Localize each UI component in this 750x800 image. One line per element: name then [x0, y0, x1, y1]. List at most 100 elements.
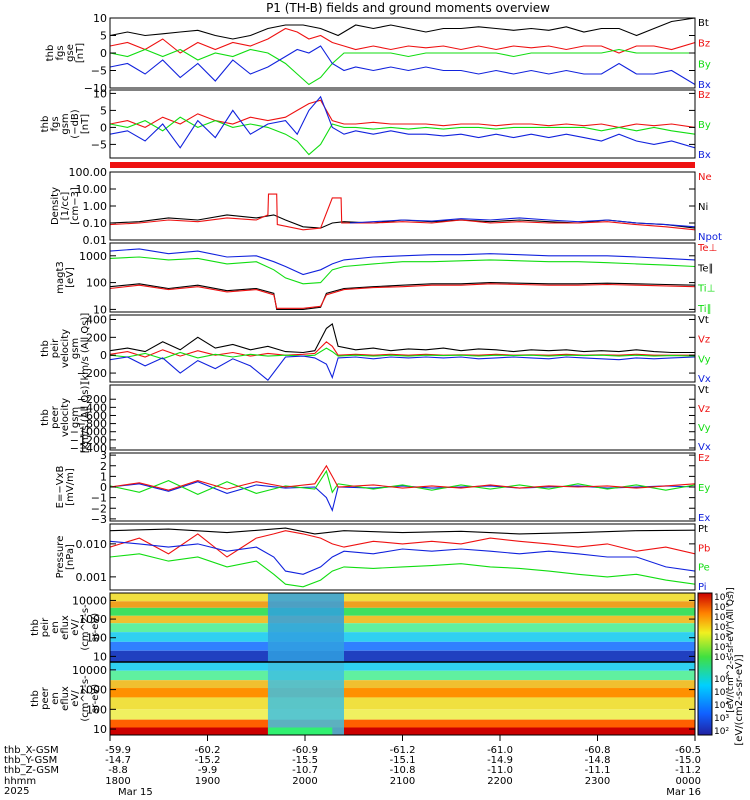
- pressure-axis-box: [109, 523, 696, 591]
- velocity-ytick-label: −200: [77, 367, 107, 380]
- colorbar-tick-bottom: 10³: [714, 714, 729, 724]
- temp-series-green: [110, 256, 695, 285]
- electron_flux-ytick-label: 10: [93, 723, 107, 736]
- fgm-series-blue: [110, 95, 695, 149]
- fgs-ylabel: thb: [45, 45, 56, 62]
- xtick-gsm-x: -60.5: [675, 745, 701, 756]
- ion_flux-ylabel: en: [50, 621, 61, 634]
- density-ylabel: Density: [50, 187, 61, 225]
- efield-axis-box: [109, 452, 696, 522]
- ion_flux-ylabel: peir: [40, 617, 51, 637]
- fgm-ylabel: (−dB): [70, 109, 81, 138]
- density-ytick-label: 100.00: [69, 166, 108, 179]
- fgm-ytick-label: 5: [100, 104, 107, 117]
- eesa_velocity-ylabel: thb: [40, 409, 51, 426]
- velocity-ylabel: gsm: [70, 338, 81, 359]
- velocity-ylabel: [km/s (All Qs)]: [80, 313, 91, 385]
- eesa_velocity-ytick-label: −1000: [70, 426, 107, 439]
- density-legend-Ni: Ni: [698, 202, 708, 213]
- eesa_velocity-legend-Vt: Vt: [698, 385, 709, 396]
- electron_flux-ylabel: eV/: [70, 690, 81, 707]
- xtick-gsm-y: -14.9: [487, 755, 513, 766]
- ion_flux-band: [110, 641, 695, 651]
- colorbar-tick-top: 10¹: [714, 653, 729, 663]
- density-axis-box: [109, 171, 696, 241]
- xtick-gsm-x: -60.9: [292, 745, 318, 756]
- colorbar-tick-bottom: 10⁶: [714, 675, 729, 685]
- efield-series-red: [110, 464, 695, 491]
- pressure-ylabel: [nPa]: [65, 544, 76, 570]
- efield-ylabel: E=−VxB: [55, 466, 66, 509]
- date-end: Mar 16: [666, 787, 701, 798]
- ion_flux-ytick-label: 10000: [72, 594, 107, 607]
- electron_flux-ylabel: peer: [40, 686, 51, 710]
- eesa_velocity-ylabel: [km/s (All Qs)]: [80, 382, 91, 454]
- pressure-series-black: [110, 527, 695, 535]
- temp-legend-Ti∥: Ti∥: [697, 304, 712, 315]
- density-ytick-label: 1.00: [83, 200, 108, 213]
- velocity-ylabel: peir: [50, 338, 61, 358]
- density-legend-Ne: Ne: [698, 172, 712, 183]
- ion_flux-band: [110, 615, 695, 624]
- temp-legend-Ti⊥: Ti⊥: [697, 284, 715, 295]
- fgs-series-black: [110, 17, 695, 40]
- fgm-series-red: [110, 99, 695, 129]
- efield-ytick-label: 2: [100, 460, 107, 473]
- eesa_velocity-axis-box: [109, 384, 696, 451]
- fgm-axis-box: [109, 89, 696, 159]
- xtick-time: 2100: [390, 776, 415, 787]
- electron_flux-ylabel: en: [50, 692, 61, 705]
- pressure-legend-Pe: Pe: [698, 563, 710, 574]
- pressure-legend-Pt: Pt: [698, 524, 708, 535]
- ion_flux-ylabel: sr-eV): [90, 613, 101, 642]
- efield-legend-Ey: Ey: [698, 483, 710, 494]
- velocity-legend-Vx: Vx: [698, 374, 711, 385]
- pressure-series-blue: [110, 540, 695, 575]
- xtick-gsm-x: -61.2: [390, 745, 416, 756]
- fgm-ylabel: fgs: [50, 116, 61, 131]
- pressure-series-red: [110, 530, 695, 558]
- fgs-legend-Bt: Bt: [698, 18, 709, 29]
- efield-ytick-label: 0: [100, 481, 107, 494]
- fgs-ylabel: [nT]: [75, 43, 86, 63]
- eesa_velocity-ytick-label: −400: [77, 401, 107, 414]
- density-ytick-label: 10.00: [76, 183, 108, 196]
- fgs-legend-Bx: Bx: [698, 80, 711, 91]
- density-series-red: [110, 193, 695, 231]
- efield-ytick-label: −2: [91, 502, 107, 515]
- ion_flux-ylabel: (cm^2-s-: [80, 604, 91, 651]
- fgm-legend-By: By: [698, 120, 711, 131]
- temp-ytick-label: 1000: [79, 250, 107, 263]
- chart-title: P1 (TH-B) fields and ground moments over…: [266, 1, 550, 15]
- temp-legend-Te∥: Te∥: [697, 263, 714, 274]
- xaxis-row-label: thb_Z-GSM: [4, 765, 59, 776]
- efield-legend-Ez: Ez: [698, 453, 710, 464]
- temp-series-black: [110, 282, 695, 310]
- xaxis-row-label: 2025: [4, 786, 29, 797]
- fgs-ytick-label: 5: [100, 30, 107, 43]
- xtick-time: 2000: [292, 776, 317, 787]
- fgs-legend-Bz: Bz: [698, 39, 710, 50]
- xtick-gsm-y: -15.0: [675, 755, 701, 766]
- xtick-gsm-y: -15.1: [390, 755, 416, 766]
- fgm-ylabel: [nT]: [80, 114, 91, 134]
- xtick-gsm-x: -61.0: [487, 745, 513, 756]
- electron_flux-gap-low: [267, 727, 333, 735]
- velocity-ytick-label: 200: [86, 331, 107, 344]
- xtick-gsm-y: -14.8: [585, 755, 611, 766]
- ion_flux-ylabel: thb: [30, 619, 41, 636]
- velocity-legend-Vt: Vt: [698, 315, 709, 326]
- xtick-gsm-z: -11.2: [675, 765, 701, 776]
- temp-ytick-label: 100: [86, 277, 107, 290]
- xaxis-row-label: thb_Y-GSM: [4, 755, 57, 766]
- pressure-series-green: [110, 553, 695, 588]
- density-ytick-label: 0.10: [83, 217, 108, 230]
- velocity-series-black: [110, 322, 695, 354]
- colorbar-tick-top: 10²: [714, 643, 729, 653]
- ion_flux-band: [110, 607, 695, 616]
- temp-series-blue: [110, 248, 695, 276]
- electron_flux-ylabel: (cm^2-s-: [80, 675, 91, 722]
- velocity-ytick-label: 400: [86, 313, 107, 326]
- colorbar-overlay-label: [eV/(cm^2-s-sr-eV) (All Qs)]: [726, 587, 736, 712]
